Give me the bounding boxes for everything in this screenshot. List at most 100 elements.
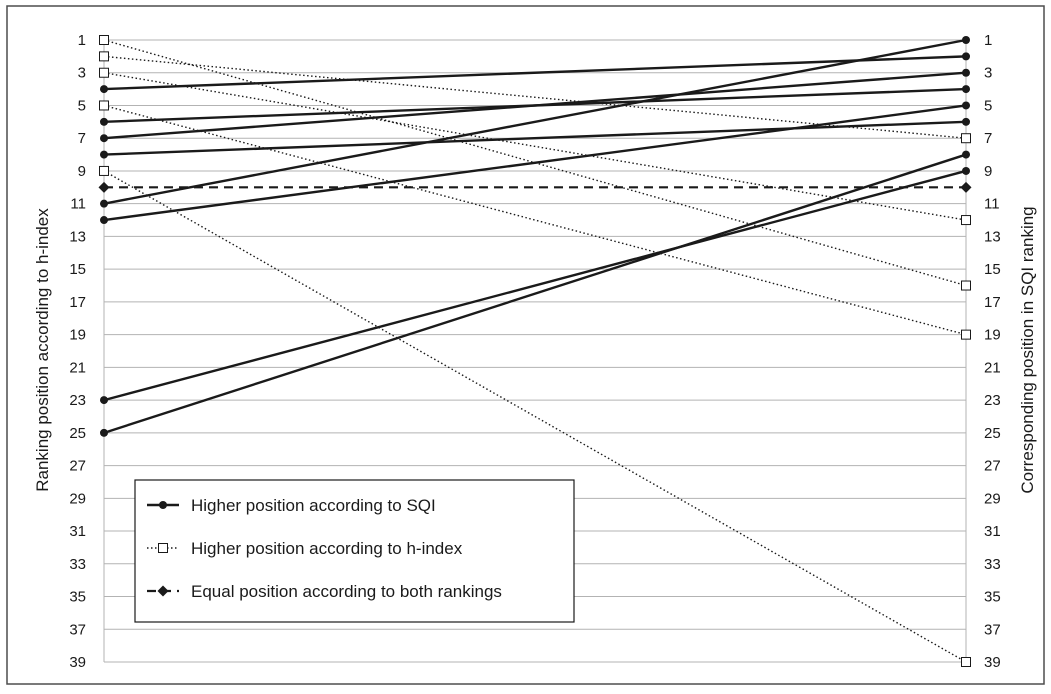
- legend-item-equal: Equal position according to both ranking…: [147, 582, 502, 601]
- legend: Higher position according to SQI Higher p…: [134, 479, 575, 623]
- legend-label: Equal position according to both ranking…: [191, 582, 502, 601]
- tick-label-right: 37: [984, 621, 1001, 638]
- y-axis-title-right: Corresponding position in SQI ranking: [1018, 206, 1037, 493]
- legend-box: [134, 479, 575, 623]
- data-point-right: [961, 657, 971, 667]
- tick-label-right: 17: [984, 294, 1001, 311]
- tick-label-right: 7: [984, 130, 992, 147]
- tick-label-right: 33: [984, 556, 1001, 573]
- tick-label-right: 29: [984, 490, 1001, 507]
- legend-item-sqi: Higher position according to SQI: [147, 496, 436, 515]
- data-point-left: [100, 85, 108, 94]
- series-line: [103, 72, 967, 221]
- series-line: [103, 153, 967, 434]
- legend-label: Higher position according to SQI: [191, 496, 436, 515]
- tick-label-left: 25: [69, 425, 86, 442]
- series-line: [103, 55, 967, 91]
- tick-label-right: 21: [984, 359, 1001, 376]
- series-line: [103, 120, 967, 156]
- tick-label-right: 15: [984, 261, 1001, 278]
- legend-swatch-marker: [159, 501, 167, 509]
- data-point-left: [100, 134, 108, 143]
- legend-swatch-marker: [157, 585, 169, 597]
- tick-label-left: 39: [69, 654, 86, 671]
- tick-label-right: 19: [984, 327, 1001, 344]
- tick-label-left: 33: [69, 556, 86, 573]
- data-point-right: [962, 36, 970, 44]
- tick-label-right: 11: [984, 196, 1000, 213]
- series-sqi-3: [100, 68, 970, 143]
- legend-swatch-marker: [158, 543, 168, 553]
- tick-label-right: 3: [984, 65, 992, 82]
- tick-label-left: 7: [78, 130, 86, 147]
- series-line: [103, 104, 967, 336]
- tick-label-right: 13: [984, 228, 1001, 245]
- data-point-left: [100, 117, 108, 126]
- tick-label-left: 1: [78, 32, 86, 49]
- tick-label-left: 17: [69, 294, 86, 311]
- tick-label-left: 35: [69, 589, 86, 606]
- series-line: [103, 169, 967, 402]
- data-point-left: [100, 199, 108, 208]
- data-point-right: [962, 117, 970, 126]
- data-point-right: [962, 85, 970, 94]
- data-point-left: [99, 67, 109, 78]
- series-hindex-12: [99, 100, 971, 340]
- series-equal-14: [98, 181, 972, 193]
- tick-label-left: 5: [78, 97, 86, 114]
- tick-label-left: 19: [69, 327, 86, 344]
- series-sqi-4: [100, 117, 970, 159]
- tick-label-left: 37: [69, 621, 86, 638]
- tick-label-right: 23: [984, 392, 1001, 409]
- data-point-left: [99, 165, 109, 176]
- data-point-left: [100, 396, 108, 405]
- data-point-right: [960, 181, 972, 193]
- data-point-left: [99, 51, 109, 62]
- tick-label-left: 31: [69, 523, 86, 540]
- legend-item-hindex: Higher position according to h-index: [147, 539, 463, 558]
- tick-label-right: 35: [984, 589, 1001, 606]
- y-axis-title-left: Ranking position according to h-index: [33, 208, 52, 492]
- data-point-right: [962, 68, 970, 77]
- series-sqi-5: [100, 36, 970, 208]
- tick-label-left: 29: [69, 490, 86, 507]
- series-sqi-8: [100, 150, 970, 437]
- data-point-right: [962, 52, 970, 61]
- series-hindex-13: [99, 165, 971, 667]
- data-point-right: [962, 150, 970, 159]
- tick-label-right: 9: [984, 163, 992, 180]
- tick-label-left: 15: [69, 261, 86, 278]
- data-point-left: [100, 150, 108, 159]
- tick-label-left: 21: [69, 359, 86, 376]
- data-point-left: [98, 181, 110, 193]
- data-point-left: [99, 100, 109, 111]
- data-point-right: [961, 329, 971, 340]
- series-line: [103, 55, 967, 139]
- series-hindex-10: [99, 51, 971, 144]
- tick-label-left: 9: [78, 163, 86, 180]
- data-point-right: [961, 133, 971, 144]
- data-point-right: [961, 215, 971, 226]
- series-lines: [98, 35, 972, 667]
- tick-label-right: 39: [984, 654, 1001, 671]
- series-line: [103, 71, 967, 140]
- tick-label-left: 13: [69, 228, 86, 245]
- series-line: [103, 170, 967, 663]
- series-sqi-7: [100, 166, 970, 405]
- series-hindex-9: [99, 35, 971, 291]
- tick-label-right: 27: [984, 458, 1001, 475]
- tick-label-left: 3: [78, 65, 86, 82]
- tick-label-left: 11: [70, 196, 86, 213]
- tick-label-left: 27: [69, 458, 86, 475]
- series-line: [103, 39, 967, 287]
- series-line: [103, 38, 967, 205]
- tick-label-right: 31: [984, 523, 1001, 540]
- data-point-right: [962, 101, 970, 110]
- tick-label-right: 25: [984, 425, 1001, 442]
- data-point-left: [100, 216, 108, 225]
- series-sqi-1: [100, 52, 970, 94]
- tick-label-right: 5: [984, 97, 992, 114]
